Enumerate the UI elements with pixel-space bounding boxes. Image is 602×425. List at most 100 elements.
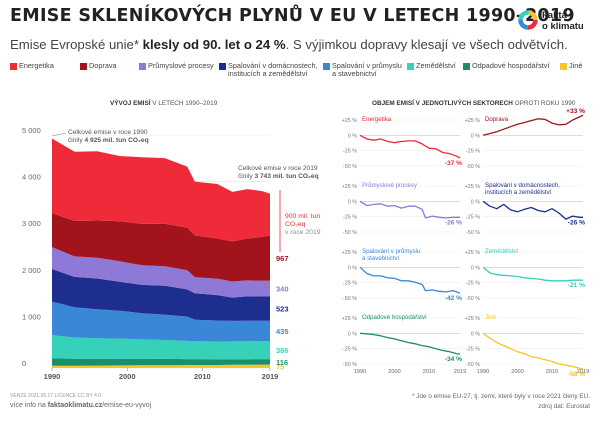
panel-end-label: -42 %: [445, 295, 462, 302]
panel-y-tick: -25 %: [343, 347, 357, 353]
sector-small-multiples: +25 % 0 % -25 % -50 % Energetika -37 % +25 % 0 …: [342, 108, 590, 378]
legend-swatch: [323, 63, 330, 70]
panel-title: Spalování v průmyslu a stavebnictví: [362, 248, 420, 262]
panel-line-spalovani-v-prumyslu-a-stavebnictvi: [359, 266, 461, 294]
legend-label: Zemědělství: [416, 61, 456, 70]
x-tick-label: 2019: [262, 372, 279, 381]
legend-swatch: [463, 63, 470, 70]
panel-odpadove-hospodarstvi: +25 % 0 % -25 % -50 % Odpadové hospodářství -…: [342, 314, 467, 375]
x-tick-label: 1990: [44, 372, 61, 381]
start-annotation-pre: činily: [68, 137, 85, 144]
panel-y-tick: +25 %: [465, 118, 481, 124]
panel-y-tick: -50 %: [466, 164, 480, 170]
panel-y-tick: 0 %: [348, 133, 357, 139]
x-tick-label: 2000: [119, 372, 136, 381]
fakta-o-klimatu-logo-icon: [518, 10, 538, 30]
legend-swatch: [407, 63, 414, 70]
legend-label: Jiné: [569, 61, 583, 70]
panel-doprava: +25 % 0 % -25 % -50 % Doprava +33 %: [465, 108, 586, 170]
brand-logo[interactable]: Fakta o klimatu: [518, 8, 598, 38]
end-label-jine: 75: [276, 362, 284, 371]
panel-y-tick: -50 %: [343, 164, 357, 170]
panel-title: Energetika: [362, 116, 392, 123]
footer-source: zdroj dat: Eurostat: [538, 403, 590, 410]
footer-more-bold: faktaoklimatu.cz: [47, 402, 103, 409]
panel-end-label: -26 %: [445, 219, 462, 226]
panel-y-tick: -50 %: [466, 362, 480, 368]
panel-x-tick: 1990: [354, 369, 366, 375]
y-tick-label: 1 000: [22, 312, 41, 321]
left-chart-title-bold: VÝVOJ EMISÍ: [110, 100, 151, 107]
legend-label: Spalování v průmyslu: [332, 61, 402, 70]
right-chart-title: OBJEM EMISÍ V JEDNOTLIVÝCH SEKTORECH OPR…: [372, 100, 575, 107]
panel-line-prumyslove-procesy: [359, 200, 460, 219]
legend-swatch: [10, 63, 17, 70]
panel-y-tick: -25 %: [343, 281, 357, 287]
panel-end-label: -58 %: [568, 371, 585, 378]
panel-line-jine: [482, 332, 584, 370]
end-annotation-pre: činily: [238, 173, 255, 180]
area-jine: [52, 364, 270, 368]
panel-x-tick: 2000: [511, 369, 523, 375]
brand-line-1: Fakta: [542, 10, 567, 21]
diff-line1: 900 mil. tun: [285, 213, 320, 220]
legend: Energetika Doprava Průmyslové procesy Sp…: [10, 62, 600, 92]
panel-jine: +25 % 0 % -25 % -50 % Jiné -58 % 1990 2000 2010 2…: [465, 314, 590, 378]
end-annotation-bold: 3 743 mil. tun CO₂eq: [255, 173, 319, 180]
x-tick-label: 2010: [194, 372, 211, 381]
subtitle-bold: klesly od 90. let o 24 %: [142, 37, 286, 52]
subtitle: Emise Evropské unie* klesly od 90. let o…: [10, 37, 568, 52]
y-tick-label: 3 000: [22, 219, 41, 228]
y-tick-label: 2 000: [22, 266, 41, 275]
panel-prumyslove-procesy: +25 % 0 % -25 % -50 % Průmyslové procesy -26 …: [342, 182, 463, 236]
panel-spalovani-v-domacnostech-institucich-a-zemedelstvi: +25 % 0 % -25 % -50 % Spalování v domácnoste…: [465, 182, 586, 236]
panel-y-tick: -25 %: [343, 149, 357, 155]
diff-line2: CO₂eq: [285, 221, 306, 228]
panel-y-tick: +25 %: [465, 250, 481, 256]
legend-label: Odpadové hospodářství: [472, 61, 550, 70]
footer-more-info[interactable]: více info na faktaoklimatu.cz/emise-eu-v…: [10, 402, 151, 409]
end-annotation-line2: činily 3 743 mil. tun CO₂eq: [238, 173, 319, 180]
footer-version: VERZE 2021.05.17 LICENCE CC BY 4.0: [10, 393, 102, 399]
panel-title: Spalování v domácnostech, institucích a z…: [485, 182, 560, 196]
main-area-chart: 0 1 000 2 000 3 000 4 000 5 000 1990 2000 2010 20…: [22, 126, 321, 381]
legend-label: Spalování v domácnostech,: [228, 61, 318, 70]
end-label-zemedelstvi: 386: [276, 346, 289, 355]
footer-more-post: /emise-eu-vyvoj: [102, 402, 152, 409]
legend-label-2: institucích a zemědělství: [228, 69, 308, 78]
panel-y-tick: -50 %: [466, 230, 480, 236]
panel-y-tick: -25 %: [466, 281, 480, 287]
brand-line-2: o klimatu: [542, 21, 584, 32]
panel-line-spalovani-v-domacnostech-institucich-a-zemedelstvi: [482, 200, 583, 220]
panel-x-tick: 2019: [454, 369, 466, 375]
panel-spalovani-v-prumyslu-a-stavebnictvi: +25 % 0 % -25 % -50 % Spalování v průmyslu a …: [342, 248, 463, 302]
end-label-spalovani-v-prumyslu-a-stavebnictvi: 435: [276, 327, 289, 336]
panel-x-tick: 2010: [423, 369, 435, 375]
panel-end-label: +33 %: [566, 108, 585, 115]
start-annotation-leader: [51, 132, 67, 137]
panel-line-energetika: [359, 134, 461, 159]
end-label-odpadove-hospodarstvi: 116: [276, 358, 288, 367]
panel-x-tick: 1990: [477, 369, 489, 375]
panel-title: Průmyslové procesy: [362, 182, 418, 189]
legend-swatch: [80, 63, 87, 70]
panel-line-doprava: [482, 114, 584, 136]
area-prumyslove-procesy: [52, 247, 270, 298]
area-zemedelstvi: [52, 335, 270, 360]
panel-y-tick: +25 %: [342, 118, 358, 124]
end-label-prumyslove-procesy: 340: [276, 285, 289, 294]
legend-swatch: [560, 63, 567, 70]
panel-y-tick: -50 %: [466, 296, 480, 302]
panel-end-label: -21 %: [568, 282, 585, 289]
area-spalovani-v-domacnostech-institucich-a-zemedelstvi: [52, 269, 270, 321]
panel-y-tick: -25 %: [466, 347, 480, 353]
panel-y-tick: -50 %: [343, 296, 357, 302]
left-chart-title: VÝVOJ EMISÍ V LETECH 1990–2019: [110, 100, 217, 107]
panel-title: Zemědělství: [485, 248, 518, 255]
panel-energetika: +25 % 0 % -25 % -50 % Energetika -37 %: [342, 116, 463, 170]
subtitle-post: . S výjimkou dopravy klesají ve všech od…: [285, 37, 568, 52]
panel-x-tick: 2000: [388, 369, 400, 375]
panel-y-tick: 0 %: [471, 199, 480, 205]
legend-label: Energetika: [19, 61, 54, 70]
panel-y-tick: 0 %: [348, 331, 357, 337]
